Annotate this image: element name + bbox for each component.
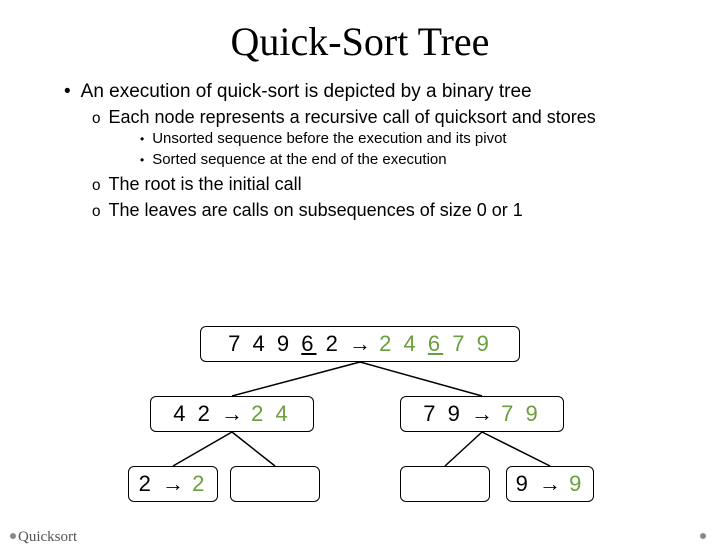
tree-node: 7 4 9 6 2 → 2 4 6 7 9: [200, 326, 520, 362]
lvl1-item: An execution of quick-sort is depicted b…: [64, 79, 672, 223]
lvl3-text: Sorted sequence at the end of the execut…: [152, 151, 446, 168]
footer-dot-icon: [700, 533, 706, 539]
lvl2-item: The root is the initial call: [92, 172, 672, 197]
tree-node: [230, 466, 320, 502]
tree-node: 9 → 9: [506, 466, 594, 502]
lvl3-text: Unsorted sequence before the execution a…: [152, 130, 506, 147]
lvl2-text: Each node represents a recursive call of…: [109, 107, 596, 127]
tree-diagram: 7 4 9 6 2 → 2 4 6 7 9 4 2 → 2 4 7 9 → 7 9 2…: [0, 318, 720, 528]
lvl2-item: Each node represents a recursive call of…: [92, 105, 672, 170]
page-title: Quick-Sort Tree: [0, 18, 720, 65]
lvl2-list-b: The root is the initial call The leaves …: [92, 172, 672, 223]
lvl2-list-a: Each node represents a recursive call of…: [92, 105, 672, 170]
lvl2-item: The leaves are calls on subsequences of …: [92, 198, 672, 223]
bullet-block: An execution of quick-sort is depicted b…: [0, 79, 720, 223]
footer-label: Quicksort: [18, 529, 77, 546]
lvl3-list: Unsorted sequence before the execution a…: [140, 129, 672, 170]
tree-node: 4 2 → 2 4: [150, 396, 314, 432]
footer-dot-icon: [10, 533, 16, 539]
tree-node: [400, 466, 490, 502]
lvl2-text: The root is the initial call: [109, 174, 302, 194]
lvl3-item: Unsorted sequence before the execution a…: [140, 129, 672, 149]
tree-node: 2 → 2: [128, 466, 218, 502]
lvl1-list: An execution of quick-sort is depicted b…: [64, 79, 672, 223]
lvl2-text: The leaves are calls on subsequences of …: [109, 200, 523, 220]
lvl1-text: An execution of quick-sort is depicted b…: [81, 81, 532, 102]
lvl3-item: Sorted sequence at the end of the execut…: [140, 150, 672, 170]
tree-node: 7 9 → 7 9: [400, 396, 564, 432]
